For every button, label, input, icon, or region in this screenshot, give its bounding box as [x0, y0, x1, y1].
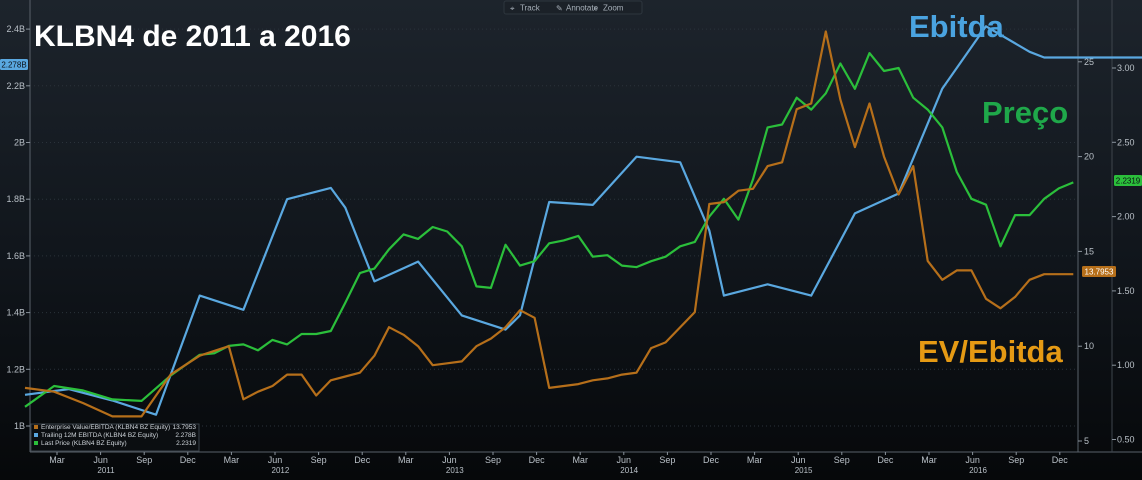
- gridlines: [30, 28, 1078, 427]
- x-axis-month-label: Dec: [1052, 455, 1069, 465]
- x-axis-month-label: Jun: [965, 455, 980, 465]
- legend-swatch: [34, 441, 38, 445]
- x-axis-month-label: Mar: [747, 455, 763, 465]
- right-outer-axis-tick-label: 1.50: [1117, 286, 1135, 296]
- right-inner-axis-tick-label: 20: [1084, 152, 1094, 162]
- toolbar-label: Annotate: [566, 4, 599, 13]
- series-lines: [24, 25, 1142, 418]
- right-outer-axis-tick-label: 1.00: [1117, 360, 1135, 370]
- x-axis-month-label: Dec: [703, 455, 720, 465]
- x-axis-month-label: Mar: [398, 455, 414, 465]
- right-outer-axis-tick-label: 0.50: [1117, 435, 1135, 445]
- right-inner-axis-tick-label: 25: [1084, 57, 1094, 67]
- x-axis-month-label: Sep: [1008, 455, 1024, 465]
- left-axis-tick-label: 2.2B: [6, 81, 25, 91]
- toolbar-bg: [503, 0, 643, 15]
- legend-entry-value: 13.7953: [173, 424, 197, 431]
- axes: 1B 1.2B 1.4B 1.6B 1.8B 2B 2.2B 2.4B 5 10 15 20 25 0.5…: [6, 0, 1142, 475]
- left-axis-tick-label: 2.4B: [6, 24, 25, 34]
- x-axis-month-label: Jun: [93, 455, 108, 465]
- last-value-tag-label: 2.2319: [1116, 177, 1141, 186]
- overlay-labels: KLBN4 de 2011 a 2016 Ebitda Preço EV/Ebitda…: [0, 0, 1142, 452]
- x-axis-year-label: 2014: [620, 466, 638, 475]
- x-axis-month-label: Mar: [49, 455, 65, 465]
- toolbar-label: Zoom: [603, 4, 624, 13]
- legend-entry-name: Last Price (KLBN4 BZ Equity): [41, 440, 127, 447]
- toolbar-track-button[interactable]: ⌖ Track: [510, 4, 541, 14]
- x-axis-month-label: Mar: [921, 455, 937, 465]
- right-inner-axis-tick-label: 15: [1084, 246, 1094, 256]
- left-axis-tick-label: 1.6B: [6, 251, 25, 261]
- series-line-2: [24, 30, 1074, 418]
- x-axis-month-label: Sep: [136, 455, 152, 465]
- x-axis-year-label: 2012: [272, 466, 290, 475]
- x-axis-month-label: Dec: [180, 455, 197, 465]
- legend-entry-name: Enterprise Value/EBITDA (KLBN4 BZ Equity…: [41, 424, 170, 431]
- x-axis-month-label: Dec: [354, 455, 371, 465]
- series-line-0: [24, 25, 1142, 416]
- right-outer-axis-tick-label: 2.00: [1117, 212, 1135, 222]
- right-outer-axis-tick-label: 2.50: [1117, 137, 1135, 147]
- last-value-tag-label: 13.7953: [1085, 268, 1114, 277]
- toolbar-annotate-button[interactable]: ✎ Annotate: [556, 4, 599, 14]
- chart-title: KLBN4 de 2011 a 2016: [34, 20, 351, 53]
- last-value-tag-label: 2.278B: [1, 61, 26, 70]
- pencil-icon: ✎: [556, 4, 563, 13]
- x-axis-month-label: Mar: [224, 455, 240, 465]
- last-value-tag-bg: [1082, 266, 1116, 277]
- x-axis-month-label: Dec: [877, 455, 894, 465]
- series-line-1: [24, 51, 1074, 408]
- last-value-tag-1: 2.2319: [1114, 175, 1142, 186]
- x-axis-month-label: Sep: [659, 455, 675, 465]
- crosshair-icon: ⌖: [510, 4, 515, 13]
- left-axis-tick-label: 1.2B: [6, 364, 25, 374]
- x-axis-month-label: Jun: [617, 455, 632, 465]
- x-axis-month-label: Sep: [485, 455, 501, 465]
- x-axis-year-label: 2015: [795, 466, 813, 475]
- legend-entry-value: 2.2319: [176, 440, 196, 447]
- right-inner-axis-tick-label: 5: [1084, 436, 1089, 446]
- last-value-tag-bg: [1114, 175, 1142, 186]
- x-axis-month-label: Dec: [529, 455, 546, 465]
- magnifier-icon: ⌕: [593, 4, 597, 13]
- x-axis-year-label: 2011: [97, 466, 115, 475]
- left-axis-tick-label: 1.4B: [6, 308, 25, 318]
- right-outer-axis-tick-label: 3.00: [1117, 63, 1135, 73]
- x-axis-month-label: Sep: [834, 455, 850, 465]
- legend-swatch: [34, 425, 38, 429]
- x-axis-year-label: 2016: [969, 466, 987, 475]
- x-axis-year-label: 2013: [446, 466, 464, 475]
- right-inner-axis-tick-label: 10: [1084, 341, 1094, 351]
- annotation-2: EV/Ebitda: [918, 334, 1063, 369]
- left-axis-tick-label: 1.8B: [6, 194, 25, 204]
- toolbar-label: Track: [520, 4, 541, 13]
- legend-bg: [30, 423, 200, 452]
- x-axis-month-label: Jun: [791, 455, 806, 465]
- last-value-tag-2: 13.7953: [1082, 266, 1116, 277]
- last-value-tag-bg: [0, 59, 28, 70]
- x-axis-month-label: Jun: [442, 455, 457, 465]
- legend: Enterprise Value/EBITDA (KLBN4 BZ Equity…: [30, 423, 200, 452]
- left-axis-tick-label: 1B: [14, 421, 25, 431]
- annotation-1: Preço: [982, 95, 1068, 130]
- toolbar-zoom-button[interactable]: ⌕ Zoom: [593, 4, 624, 14]
- last-value-tag-0: 2.278B: [0, 59, 28, 70]
- legend-entry-name: Trailing 12M EBITDA (KLBN4 BZ Equity): [41, 432, 158, 439]
- left-axis-tick-label: 2B: [14, 138, 25, 148]
- x-axis-month-label: Mar: [572, 455, 588, 465]
- x-axis-month-label: Jun: [268, 455, 283, 465]
- legend-entry-value: 2.278B: [175, 432, 196, 439]
- x-axis-month-label: Sep: [311, 455, 327, 465]
- annotation-0: Ebitda: [909, 9, 1004, 44]
- legend-swatch: [34, 433, 38, 437]
